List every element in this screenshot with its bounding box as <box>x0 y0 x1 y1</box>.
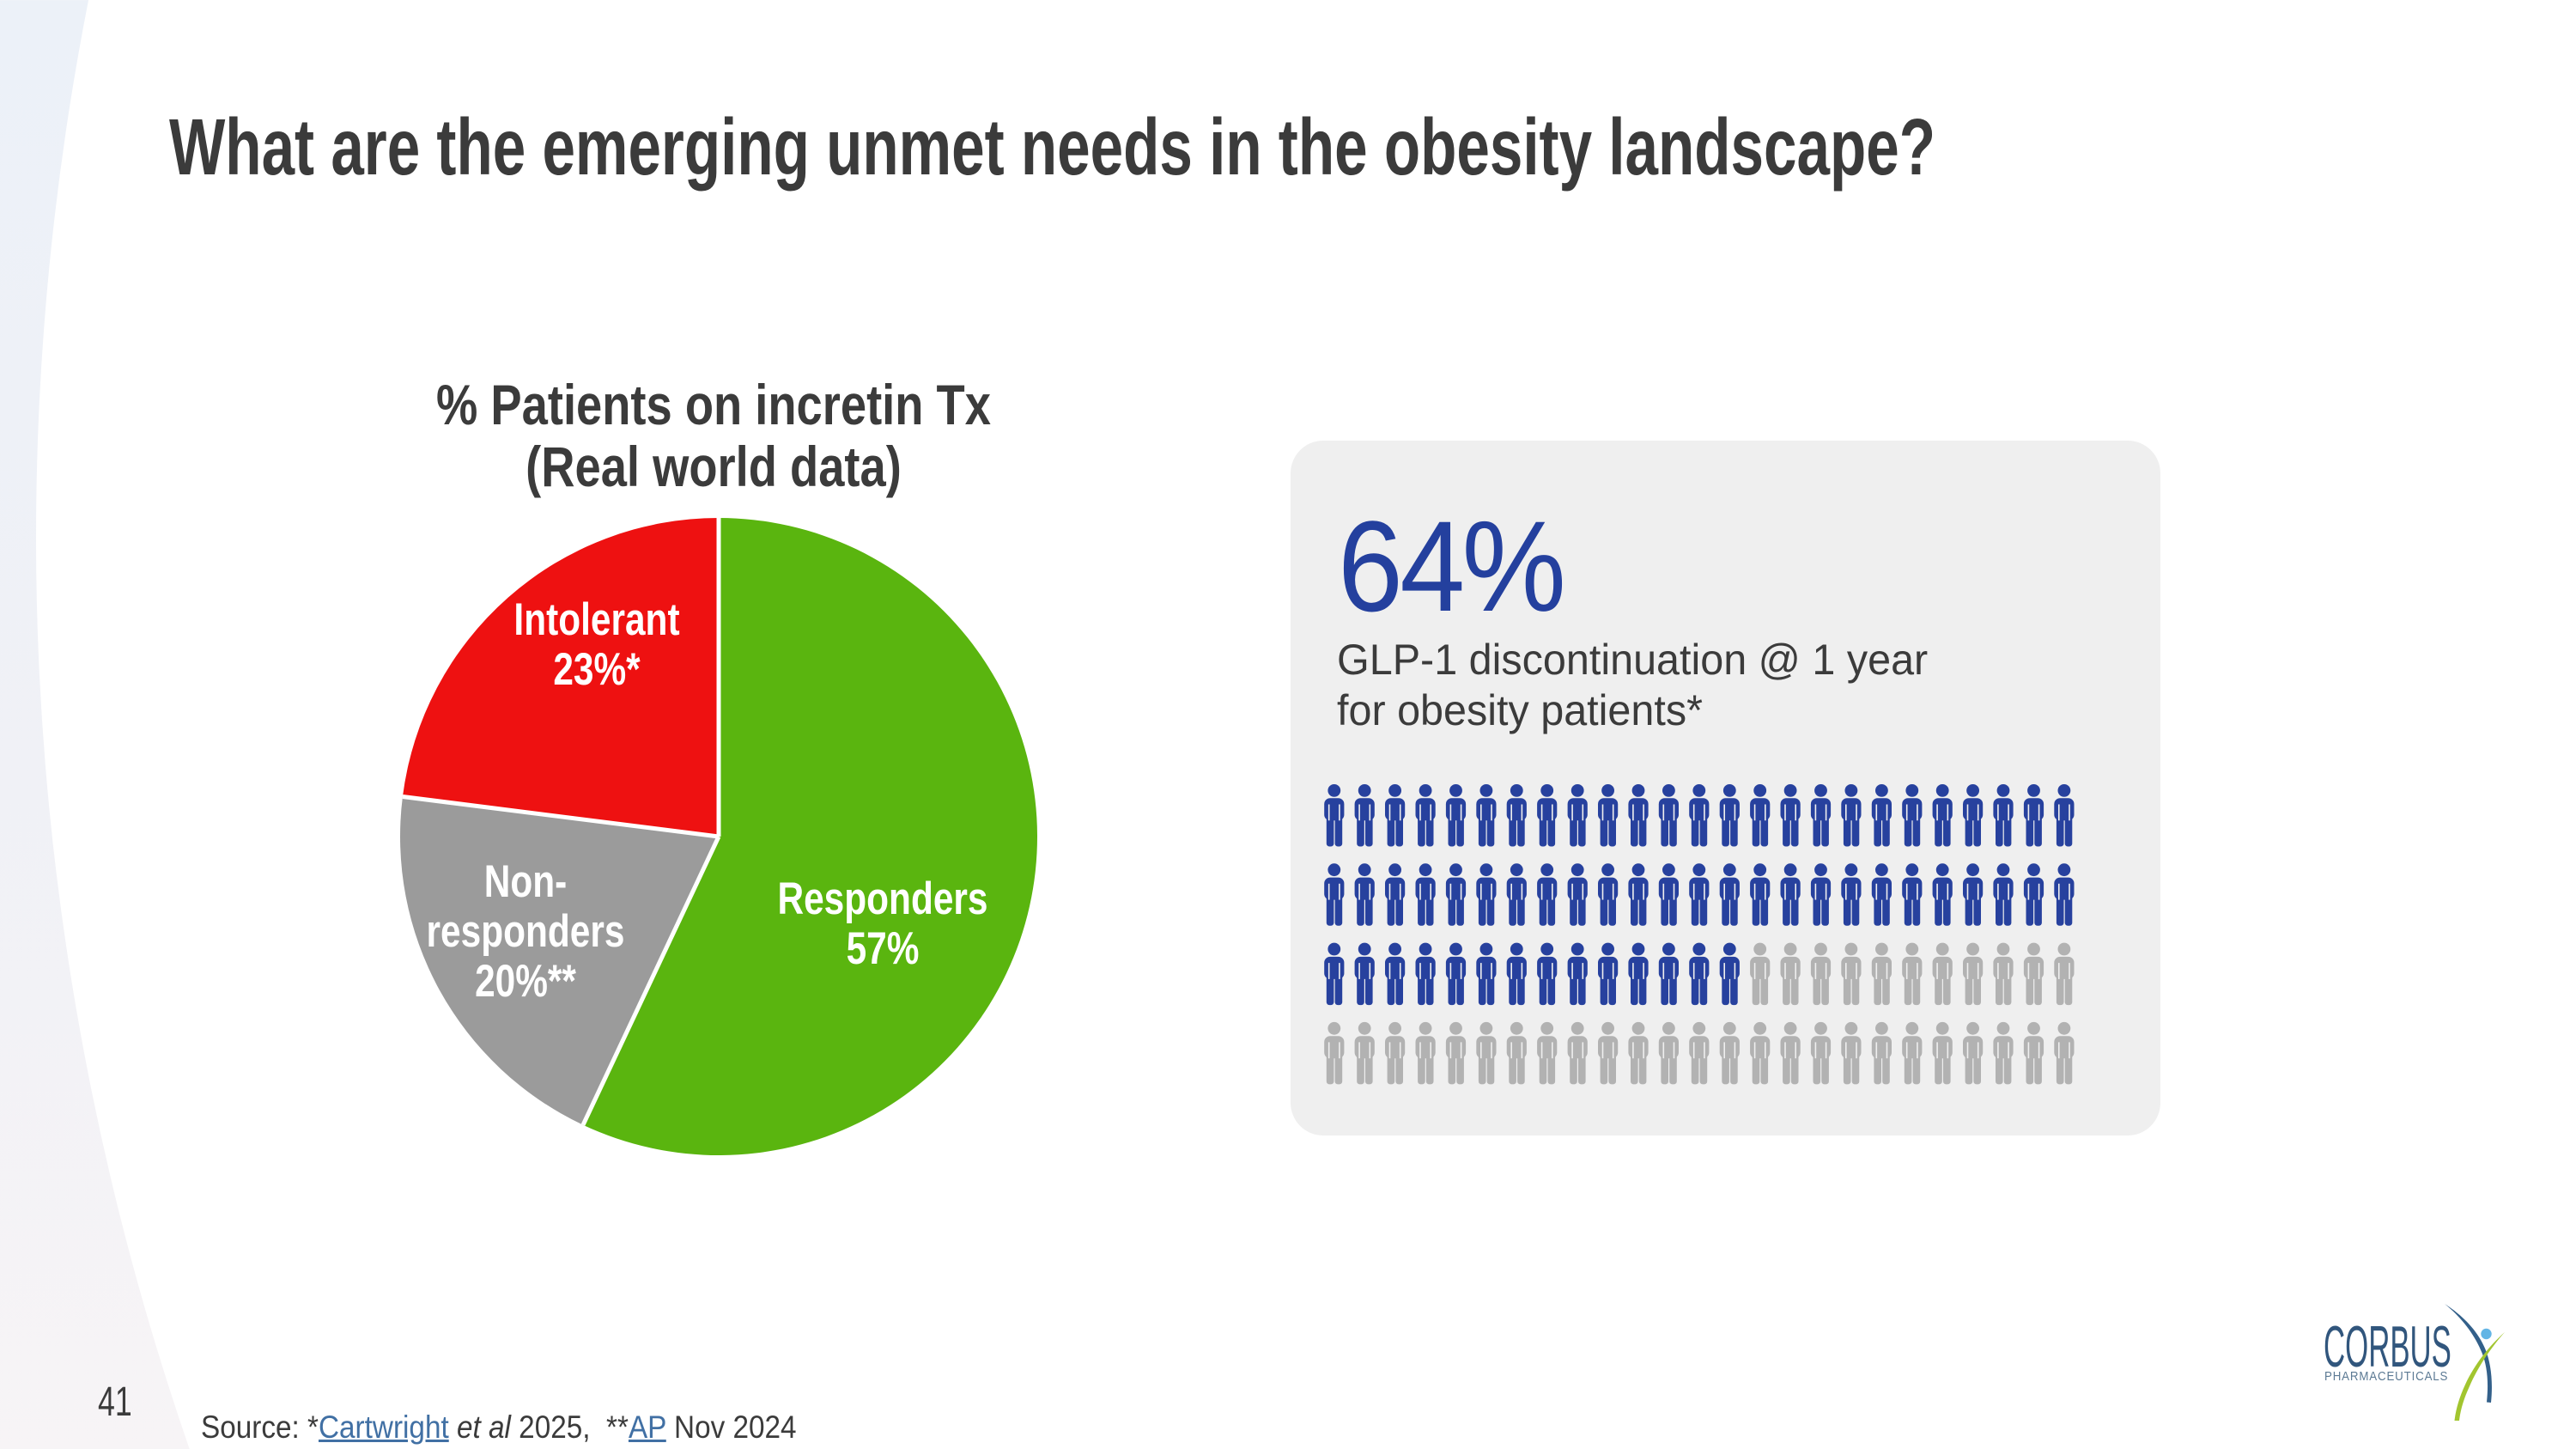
svg-text:PHARMACEUTICALS: PHARMACEUTICALS <box>2324 1368 2448 1383</box>
svg-text:CORBUS: CORBUS <box>2324 1315 2451 1380</box>
